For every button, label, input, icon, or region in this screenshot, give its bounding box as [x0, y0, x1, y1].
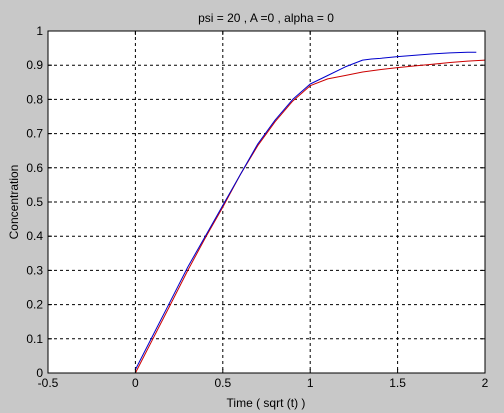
series-line-0 [134, 51, 477, 370]
y-tick-label: 0.6 [26, 161, 43, 175]
y-tick-label: 0.3 [26, 263, 43, 277]
y-tick-label: 0.4 [26, 229, 43, 243]
grid-layer [48, 31, 485, 373]
y-tick-label: 0 [36, 366, 43, 380]
chart-title: psi = 20 , A =0 , alpha = 0 [198, 11, 334, 25]
x-tick-label: 2 [482, 376, 489, 390]
x-tick-label: -0.5 [38, 376, 59, 390]
x-tick-label: 0 [132, 376, 139, 390]
y-axis-title: Concentration [7, 165, 21, 240]
x-axis-title: Time ( sqrt (t) ) [227, 396, 306, 410]
y-tick-label: 0.2 [26, 298, 43, 312]
y-tick-label: 0.8 [26, 92, 43, 106]
x-tick-label: 1 [307, 376, 314, 390]
y-tick-label: 1 [36, 24, 43, 38]
y-tick-label: 0.5 [26, 195, 43, 209]
y-tick-label: 0.7 [26, 127, 43, 141]
x-tick-label: 0.5 [214, 376, 231, 390]
series-layer [134, 51, 486, 374]
series-line-1 [134, 59, 486, 374]
y-tick-label: 0.1 [26, 332, 43, 346]
tick-layer: -0.5 0 0.5 1 1.5 200.10.20.30.40.50.60.70.80.… [26, 24, 488, 390]
x-tick-label: 1.5 [389, 376, 406, 390]
y-tick-label: 0.9 [26, 58, 43, 72]
